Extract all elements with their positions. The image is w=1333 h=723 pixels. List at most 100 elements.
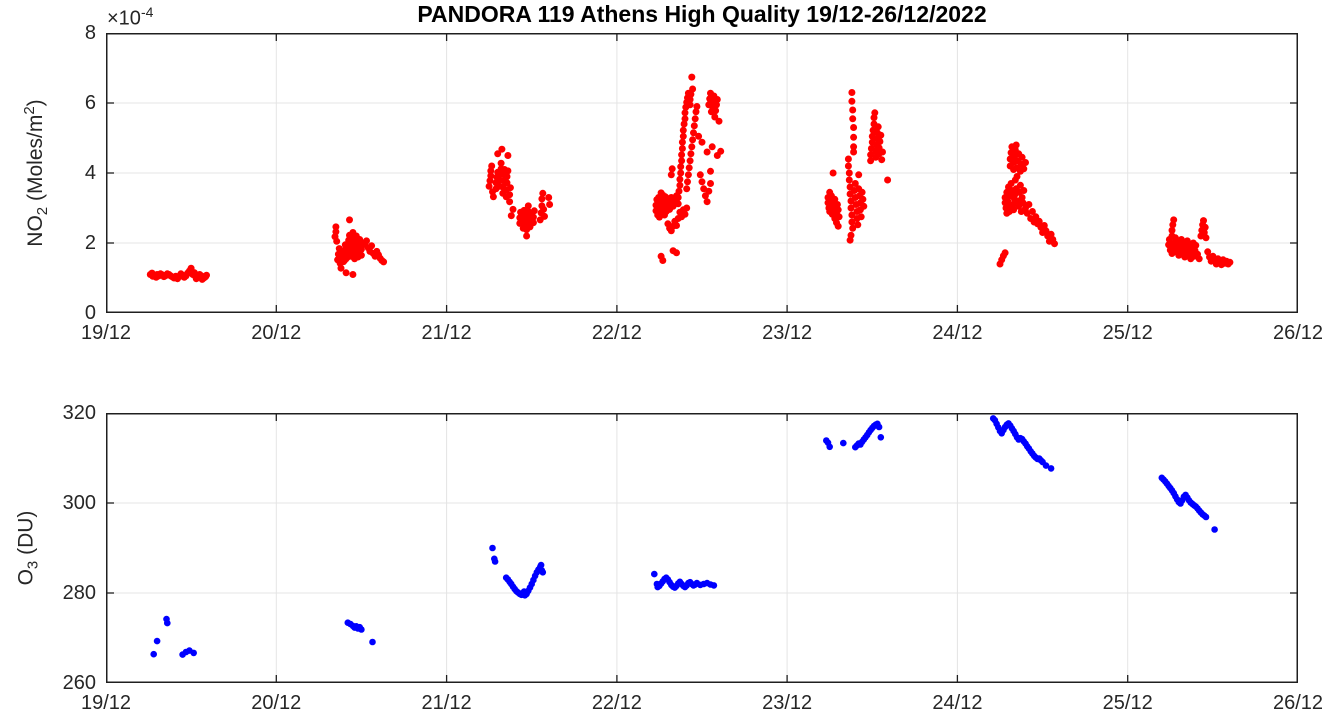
o3-data-point bbox=[358, 626, 365, 633]
no2-data-point bbox=[717, 147, 725, 155]
no2-data-point bbox=[357, 251, 365, 259]
no2-data-point bbox=[1035, 217, 1043, 225]
o3-data-point bbox=[190, 649, 197, 657]
y-axis-exponent-label: ×10-4 bbox=[107, 4, 153, 31]
no2-data-point bbox=[1018, 194, 1026, 201]
no2-data-point bbox=[845, 176, 853, 184]
no2-data-point bbox=[546, 201, 554, 208]
no2-data-point bbox=[504, 152, 512, 159]
no2-data-point bbox=[877, 131, 885, 139]
no2-data-point bbox=[1168, 226, 1176, 234]
o3-x-tick-label: 26/12 bbox=[1272, 692, 1324, 714]
no2-data-point bbox=[1201, 223, 1209, 231]
no2-data-point bbox=[844, 162, 852, 170]
o3-data-point bbox=[1202, 513, 1210, 521]
no2-data-point bbox=[834, 222, 842, 230]
o3-x-tick-label: 24/12 bbox=[932, 692, 983, 714]
no2-data-point bbox=[506, 198, 514, 206]
no2-data-point bbox=[488, 162, 496, 170]
o3-x-tick-label: 25/12 bbox=[1102, 692, 1153, 714]
no2-data-point bbox=[333, 237, 341, 245]
no2-x-tick-label: 19/12 bbox=[80, 322, 132, 344]
no2-data-point bbox=[686, 157, 694, 165]
o3-axes bbox=[106, 413, 1298, 683]
no2-data-point bbox=[1170, 216, 1178, 224]
no2-data-point bbox=[1013, 173, 1021, 180]
no2-data-point bbox=[860, 202, 868, 210]
exponent-power: -4 bbox=[140, 4, 154, 20]
no2-data-point bbox=[685, 164, 693, 172]
no2-data-point bbox=[849, 106, 857, 114]
no2-data-point bbox=[854, 221, 862, 229]
o3-data-point bbox=[153, 637, 161, 645]
no2-data-point bbox=[674, 194, 682, 201]
no2-data-point bbox=[850, 143, 858, 151]
o3-y-tick-label: 320 bbox=[62, 402, 96, 424]
no2-data-point bbox=[1192, 241, 1200, 249]
no2-data-point bbox=[1019, 199, 1027, 207]
o3-data-point bbox=[826, 443, 833, 451]
no2-data-point bbox=[498, 145, 506, 153]
o3-data-point bbox=[840, 439, 847, 447]
no2-data-point bbox=[509, 205, 517, 213]
no2-data-point bbox=[1025, 201, 1033, 208]
no2-data-point bbox=[507, 212, 515, 220]
o3-data-point bbox=[651, 570, 658, 578]
no2-data-point bbox=[506, 184, 514, 192]
no2-data-point bbox=[342, 269, 350, 277]
no2-data-point bbox=[673, 222, 680, 229]
no2-data-point bbox=[705, 187, 713, 195]
no2-data-point bbox=[878, 156, 886, 164]
no2-data-point bbox=[848, 218, 856, 226]
no2-data-point bbox=[1028, 208, 1036, 215]
no2-data-point bbox=[674, 200, 682, 208]
no2-data-point bbox=[689, 136, 697, 144]
no2-data-point bbox=[844, 155, 852, 163]
no2-data-point bbox=[503, 179, 511, 187]
o3-x-tick-label: 19/12 bbox=[80, 692, 132, 714]
no2-data-point bbox=[858, 188, 866, 196]
no2-data-point bbox=[1020, 165, 1028, 173]
no2-data-point bbox=[485, 182, 493, 190]
no2-y-tick-label: 0 bbox=[84, 302, 96, 324]
no2-data-point bbox=[834, 206, 842, 214]
no2-data-point bbox=[689, 85, 697, 93]
no2-data-point bbox=[690, 122, 698, 130]
no2-x-tick-label: 24/12 bbox=[932, 322, 983, 344]
no2-data-point bbox=[849, 115, 857, 123]
no2-data-point bbox=[487, 172, 495, 180]
no2-data-point bbox=[884, 176, 892, 184]
no2-data-point bbox=[676, 175, 684, 183]
o3-data-point bbox=[164, 619, 171, 627]
o3-data-point bbox=[539, 569, 547, 576]
no2-data-point bbox=[357, 245, 365, 253]
no2-data-point bbox=[1022, 159, 1029, 166]
no2-data-point bbox=[363, 237, 370, 245]
no2-y-tick-label: 6 bbox=[84, 92, 96, 114]
no2-data-point bbox=[494, 150, 502, 158]
no2-data-point bbox=[1020, 187, 1028, 194]
no2-data-point bbox=[349, 271, 357, 278]
no2-plot-canvas bbox=[106, 33, 1298, 313]
no2-data-point bbox=[855, 171, 863, 179]
no2-data-point bbox=[337, 264, 345, 272]
o3-y-tick-label: 300 bbox=[62, 492, 96, 514]
no2-data-point bbox=[876, 138, 884, 145]
no2-data-point bbox=[677, 163, 685, 171]
o3-data-point bbox=[491, 558, 499, 565]
no2-data-point bbox=[688, 73, 696, 81]
no2-data-point bbox=[678, 157, 686, 165]
no2-x-tick-label: 20/12 bbox=[251, 322, 302, 344]
no2-data-point bbox=[680, 120, 688, 128]
o3-data-point bbox=[1047, 465, 1055, 472]
no2-data-point bbox=[859, 195, 867, 203]
no2-data-point bbox=[845, 169, 853, 177]
no2-data-point bbox=[1226, 258, 1234, 266]
no2-data-point bbox=[851, 180, 859, 187]
no2-data-point bbox=[545, 194, 553, 201]
no2-y-tick-label: 2 bbox=[84, 232, 96, 254]
no2-data-point bbox=[831, 195, 839, 203]
no2-data-point bbox=[867, 157, 875, 165]
no2-data-point bbox=[712, 107, 720, 115]
no2-data-point bbox=[503, 173, 511, 180]
